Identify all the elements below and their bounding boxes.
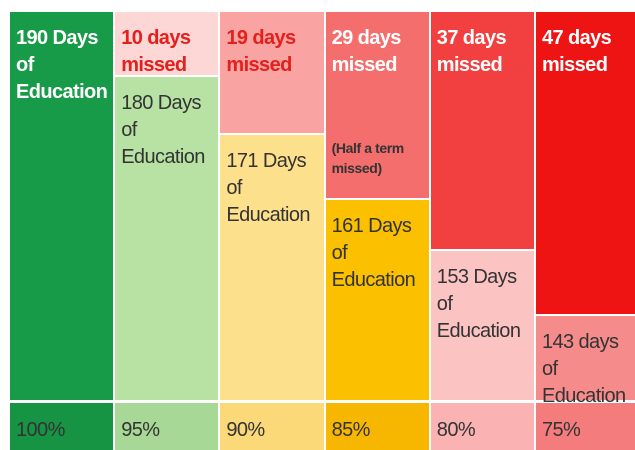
missed-bar bbox=[430, 12, 534, 250]
percent-label: 100% bbox=[16, 419, 65, 441]
missed-bar bbox=[325, 12, 429, 198]
missed-label: 47 days missed bbox=[542, 27, 612, 76]
missed-label: 10 days missed bbox=[121, 27, 191, 76]
education-bar bbox=[430, 251, 534, 400]
missed-bar bbox=[220, 12, 324, 133]
education-label: 161 Days of Education bbox=[331, 214, 416, 291]
education-label: 171 Days of Education bbox=[226, 149, 310, 226]
missed-bar bbox=[115, 12, 219, 75]
education-label: 180 Days of Education bbox=[121, 91, 205, 168]
missed-label: 37 days missed bbox=[436, 27, 507, 76]
education-bar bbox=[10, 12, 114, 400]
percent-cell bbox=[10, 403, 114, 450]
education-label: 153 Days of Education bbox=[436, 266, 521, 343]
percent-label: 85% bbox=[331, 419, 371, 441]
education-label: 143 days of Education bbox=[542, 330, 626, 407]
percent-label: 80% bbox=[436, 419, 476, 441]
percent-label: 75% bbox=[542, 419, 581, 441]
percent-cell bbox=[220, 403, 324, 450]
education-bar bbox=[536, 315, 635, 400]
percent-cell bbox=[430, 403, 534, 450]
education-bar bbox=[115, 76, 219, 400]
missed-label: 19 days missed bbox=[226, 27, 296, 76]
percent-cell bbox=[536, 403, 635, 450]
percent-label: 90% bbox=[226, 419, 265, 441]
percent-cell bbox=[115, 403, 219, 450]
education-bar bbox=[325, 199, 429, 400]
percent-cell bbox=[325, 403, 429, 450]
missed-bar bbox=[536, 12, 635, 314]
education-bar bbox=[220, 134, 324, 400]
percent-label: 95% bbox=[121, 419, 160, 441]
missed-label: 29 days missed bbox=[331, 27, 402, 76]
education-label: 190 Days of Education bbox=[16, 27, 108, 103]
note: (Half a term missed) bbox=[331, 139, 405, 176]
